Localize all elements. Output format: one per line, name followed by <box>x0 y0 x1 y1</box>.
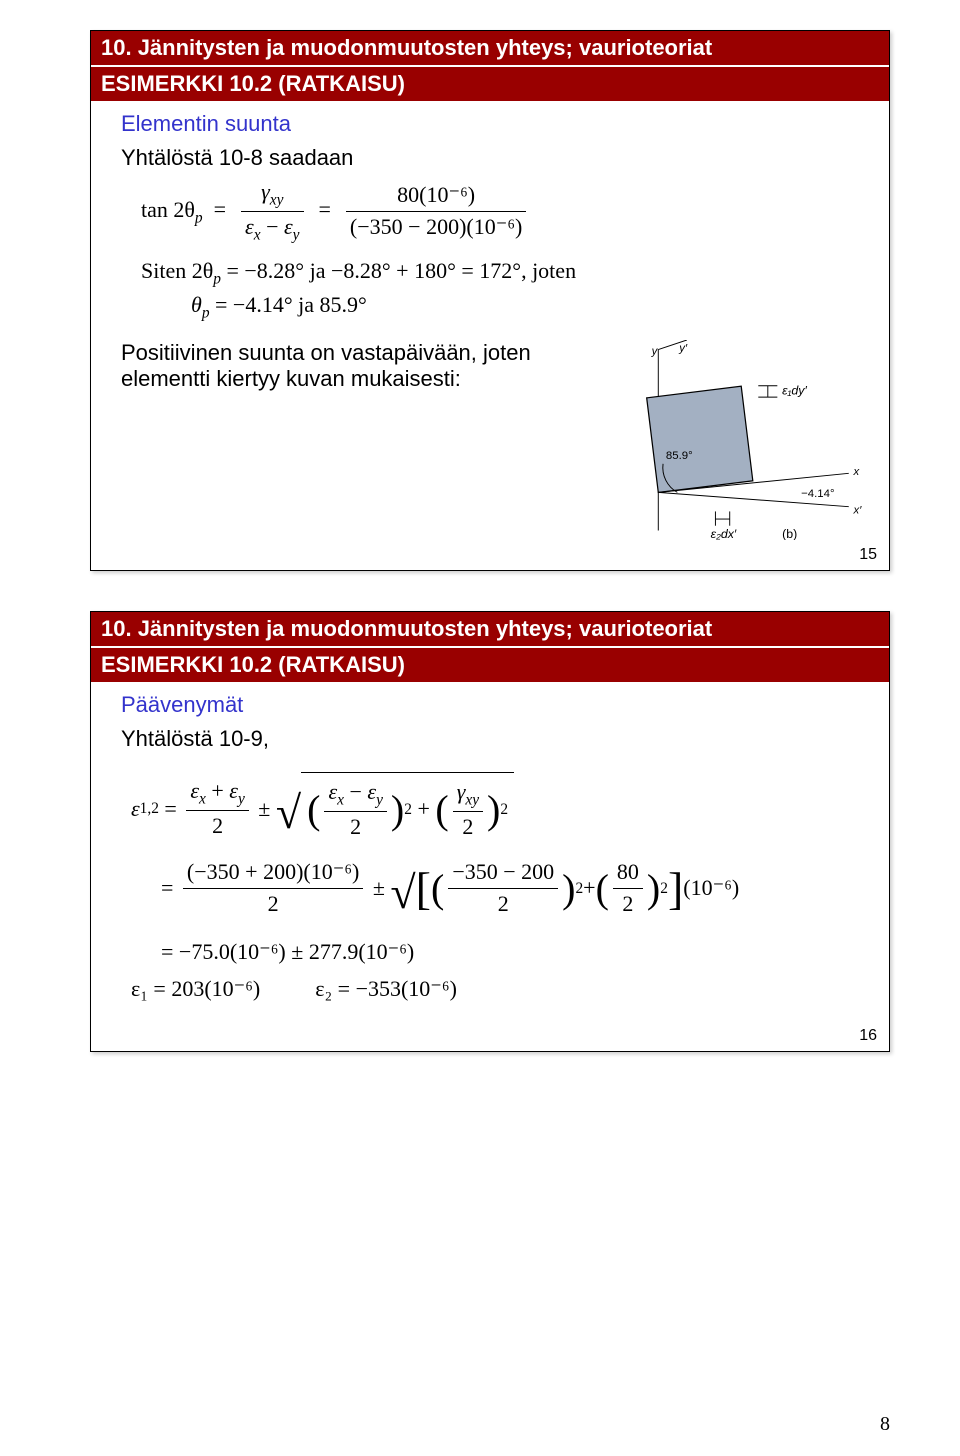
equation-eps12: ε1,2 = εx + εy 2 ± √ ( εx − εy 2 )2 + <box>131 772 869 847</box>
frac-t2: εx − εy 2 <box>324 777 386 843</box>
section-title: Päävenymät <box>121 692 869 718</box>
slide-header: 10. Jännitysten ja muodonmuutosten yhtey… <box>91 612 889 646</box>
eq-frac-rhs: 80(10⁻⁶) (−350 − 200)(10⁻⁶) <box>346 180 526 243</box>
line-theta: θp = −4.14° ja 85.9° <box>191 290 869 324</box>
slide-1: 10. Jännitysten ja muodonmuutosten yhtey… <box>90 30 890 571</box>
figure-caption: (b) <box>782 527 797 540</box>
eps2-dim: ε₂dx′ <box>711 511 737 540</box>
line-siten: Siten 2θp = −8.28° ja −8.28° + 180° = 17… <box>141 256 869 290</box>
content-row: Positiivinen suunta on vastapäivään, jot… <box>121 340 869 540</box>
section-title: Elementin suunta <box>121 111 869 137</box>
eq-lhs: tan 2θp <box>141 197 203 222</box>
text-yhtalo: Yhtälöstä 10-8 saadaan <box>121 145 869 171</box>
slide-body: Päävenymät Yhtälöstä 10-9, ε1,2 = εx + ε… <box>91 682 889 1051</box>
equation-result1: = −75.0(10⁻⁶) ± 277.9(10⁻⁶) <box>161 937 869 968</box>
slide-header: 10. Jännitysten ja muodonmuutosten yhtey… <box>91 31 889 65</box>
eps1-dim: ε₁dy′ <box>758 383 807 397</box>
page-number: 8 <box>880 1413 890 1436</box>
slide-subheader: ESIMERKKI 10.2 (RATKAISU) <box>91 65 889 101</box>
eps2-result: ε₂ = −353(10⁻⁶) <box>315 976 457 1001</box>
slide-body: Elementin suunta Yhtälöstä 10-8 saadaan … <box>91 101 889 570</box>
label-yp: y′ <box>678 342 688 354</box>
eq-frac-mid: γxy εx − εy <box>241 177 303 246</box>
frac-t3: γxy 2 <box>453 777 483 843</box>
slide-number: 15 <box>859 546 877 564</box>
angle-85: 85.9° <box>666 450 693 462</box>
slide-2: 10. Jännitysten ja muodonmuutosten yhtey… <box>90 611 890 1052</box>
equation-tan2theta: tan 2θp = γxy εx − εy = 80(10⁻⁶) (−350 −… <box>141 177 869 246</box>
text-yhtalo: Yhtälöstä 10-9, <box>121 726 869 752</box>
equation-numeric: = (−350 + 200)(10⁻⁶) 2 ± √ [ ( −350 − 20… <box>161 857 869 921</box>
equation-final: ε₁ = 203(10⁻⁶) ε₂ = −353(10⁻⁶) <box>131 974 869 1005</box>
paragraph-suunta: Positiivinen suunta on vastapäivään, jot… <box>121 340 589 392</box>
slide-number: 16 <box>859 1027 877 1045</box>
label-xp: x′ <box>853 504 863 516</box>
eps1-result: ε₁ = 203(10⁻⁶) <box>131 976 260 1001</box>
frac-t1: εx + εy 2 <box>186 776 248 842</box>
svg-text:ε₁dy′: ε₁dy′ <box>782 383 807 397</box>
label-x: x <box>853 466 861 478</box>
rotation-figure: y y′ ε₁dy′ x <box>619 340 869 540</box>
slide-subheader: ESIMERKKI 10.2 (RATKAISU) <box>91 646 889 682</box>
svg-text:ε₂dx′: ε₂dx′ <box>711 527 737 540</box>
angle-neg: −4.14° <box>801 488 834 500</box>
label-y: y <box>651 345 659 357</box>
